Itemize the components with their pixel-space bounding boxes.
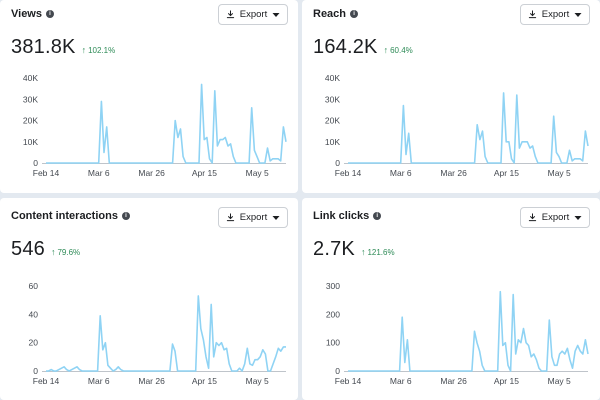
link-clicks-chart: 0 100 200 300 Feb 14 Mar 6 Mar 26 Apr 15 May 5 [326, 281, 589, 386]
arrow-up-icon: ↑ [360, 247, 366, 257]
export-label: Export [541, 212, 570, 223]
x-tick-label: Mar 6 [88, 376, 110, 386]
y-tick-label: 40K [23, 73, 38, 83]
metric: 2.7K ↑ 121.6% [313, 238, 395, 261]
info-icon[interactable]: i [373, 212, 382, 220]
metric: 381.8K ↑ 102.1% [11, 36, 115, 59]
metric-change-value: 121.6% [367, 247, 395, 257]
y-tick-label: 300 [326, 281, 340, 291]
y-tick-label: 0 [33, 366, 38, 376]
y-tick-label: 10K [23, 137, 38, 147]
series-line [348, 92, 589, 164]
metric-change: ↑ 79.6% [51, 247, 80, 257]
x-tick-label: Apr 15 [494, 376, 519, 386]
reach-card: Reach i Export 164.2K ↑ 60.4% 0 10K 20K 30K… [302, 0, 600, 193]
content-interactions-chart: 0 20 40 60 Feb 14 Mar 6 Mar 26 Apr 15 May 5 [29, 281, 286, 386]
export-button[interactable]: Export [520, 207, 590, 228]
card-title: Content interactions i [11, 210, 130, 222]
y-tick-label: 40K [325, 73, 340, 83]
x-tick-label: Mar 6 [390, 376, 412, 386]
card-title: Views i [11, 8, 54, 20]
metric-change: ↑ 121.6% [361, 247, 395, 257]
export-button[interactable]: Export [520, 4, 590, 25]
metric-change: ↑ 102.1% [82, 45, 116, 55]
download-icon [226, 213, 234, 222]
y-tick-label: 40 [29, 309, 39, 319]
y-tick-label: 100 [326, 338, 340, 348]
info-icon[interactable]: i [46, 10, 54, 18]
export-label: Export [541, 9, 570, 20]
metric-value: 2.7K [313, 238, 355, 260]
y-tick-label: 20K [23, 116, 38, 126]
export-label: Export [239, 9, 268, 20]
y-tick-label: 10K [325, 137, 340, 147]
metric: 546 ↑ 79.6% [11, 238, 80, 261]
views-card: Views i Export 381.8K ↑ 102.1% 0 10K 20K 30… [0, 0, 298, 193]
arrow-up-icon: ↑ [383, 45, 389, 55]
x-tick-label: May 5 [246, 376, 269, 386]
y-tick-label: 30K [23, 94, 38, 104]
metric-change: ↑ 60.4% [384, 45, 413, 55]
y-tick-label: 0 [335, 366, 340, 376]
y-tick-label: 200 [326, 309, 340, 319]
y-tick-label: 30K [325, 94, 340, 104]
metric-change-value: 60.4% [390, 45, 413, 55]
card-title-label: Views [11, 8, 42, 20]
caret-down-icon [574, 12, 582, 17]
x-tick-label: Apr 15 [494, 168, 519, 178]
download-icon [528, 213, 536, 222]
metric-change-value: 79.6% [57, 247, 81, 257]
caret-down-icon [272, 215, 280, 220]
x-tick-label: Feb 14 [335, 376, 362, 386]
content-interactions-card: Content interactions i Export 546 ↑ 79.6… [0, 198, 298, 400]
download-icon [528, 10, 536, 19]
y-tick-label: 0 [33, 158, 38, 168]
info-icon[interactable]: i [350, 10, 359, 18]
series-line [46, 295, 286, 372]
x-tick-label: Apr 15 [192, 376, 217, 386]
export-button[interactable]: Export [218, 4, 288, 25]
y-tick-label: 20 [29, 338, 39, 348]
x-tick-label: Feb 14 [335, 168, 362, 178]
x-tick-label: May 5 [246, 168, 269, 178]
card-title-label: Content interactions [11, 210, 118, 222]
x-tick-label: Mar 26 [138, 168, 165, 178]
series-line [46, 83, 287, 164]
x-tick-label: Mar 26 [440, 168, 467, 178]
link-clicks-card: Link clicks i Export 2.7K ↑ 121.6% [302, 198, 600, 400]
arrow-up-icon: ↑ [50, 247, 56, 257]
export-label: Export [239, 212, 268, 223]
reach-chart: 0 10K 20K 30K 40K Feb 14 Mar 6 Mar 26 Apr 15 May … [325, 73, 589, 178]
x-tick-label: Mar 6 [88, 168, 110, 178]
metric-value: 164.2K [313, 36, 378, 58]
x-tick-label: Mar 6 [390, 168, 412, 178]
x-tick-label: Mar 26 [440, 376, 467, 386]
export-button[interactable]: Export [218, 207, 288, 228]
x-tick-label: Apr 15 [192, 168, 217, 178]
download-icon [226, 10, 234, 19]
metric-value: 546 [11, 238, 45, 260]
series-line [348, 290, 589, 372]
card-title: Reach i [313, 8, 359, 20]
y-tick-label: 60 [29, 281, 39, 291]
y-tick-label: 20K [325, 116, 340, 126]
x-tick-label: Mar 26 [138, 376, 165, 386]
x-tick-label: May 5 [548, 168, 571, 178]
info-icon[interactable]: i [121, 212, 130, 220]
caret-down-icon [574, 215, 582, 220]
arrow-up-icon: ↑ [81, 45, 87, 55]
x-tick-label: Feb 14 [33, 376, 60, 386]
y-tick-label: 0 [335, 158, 340, 168]
x-tick-label: May 5 [548, 376, 571, 386]
card-title-label: Link clicks [313, 210, 370, 222]
card-title-label: Reach [313, 8, 347, 20]
caret-down-icon [272, 12, 280, 17]
metric: 164.2K ↑ 60.4% [313, 36, 413, 59]
metric-value: 381.8K [11, 36, 76, 58]
x-tick-label: Feb 14 [33, 168, 60, 178]
views-chart: 0 10K 20K 30K 40K Feb 14 Mar 6 Mar 26 Apr 15 May … [23, 73, 287, 178]
metric-change-value: 102.1% [88, 45, 116, 55]
card-title: Link clicks i [313, 210, 382, 222]
